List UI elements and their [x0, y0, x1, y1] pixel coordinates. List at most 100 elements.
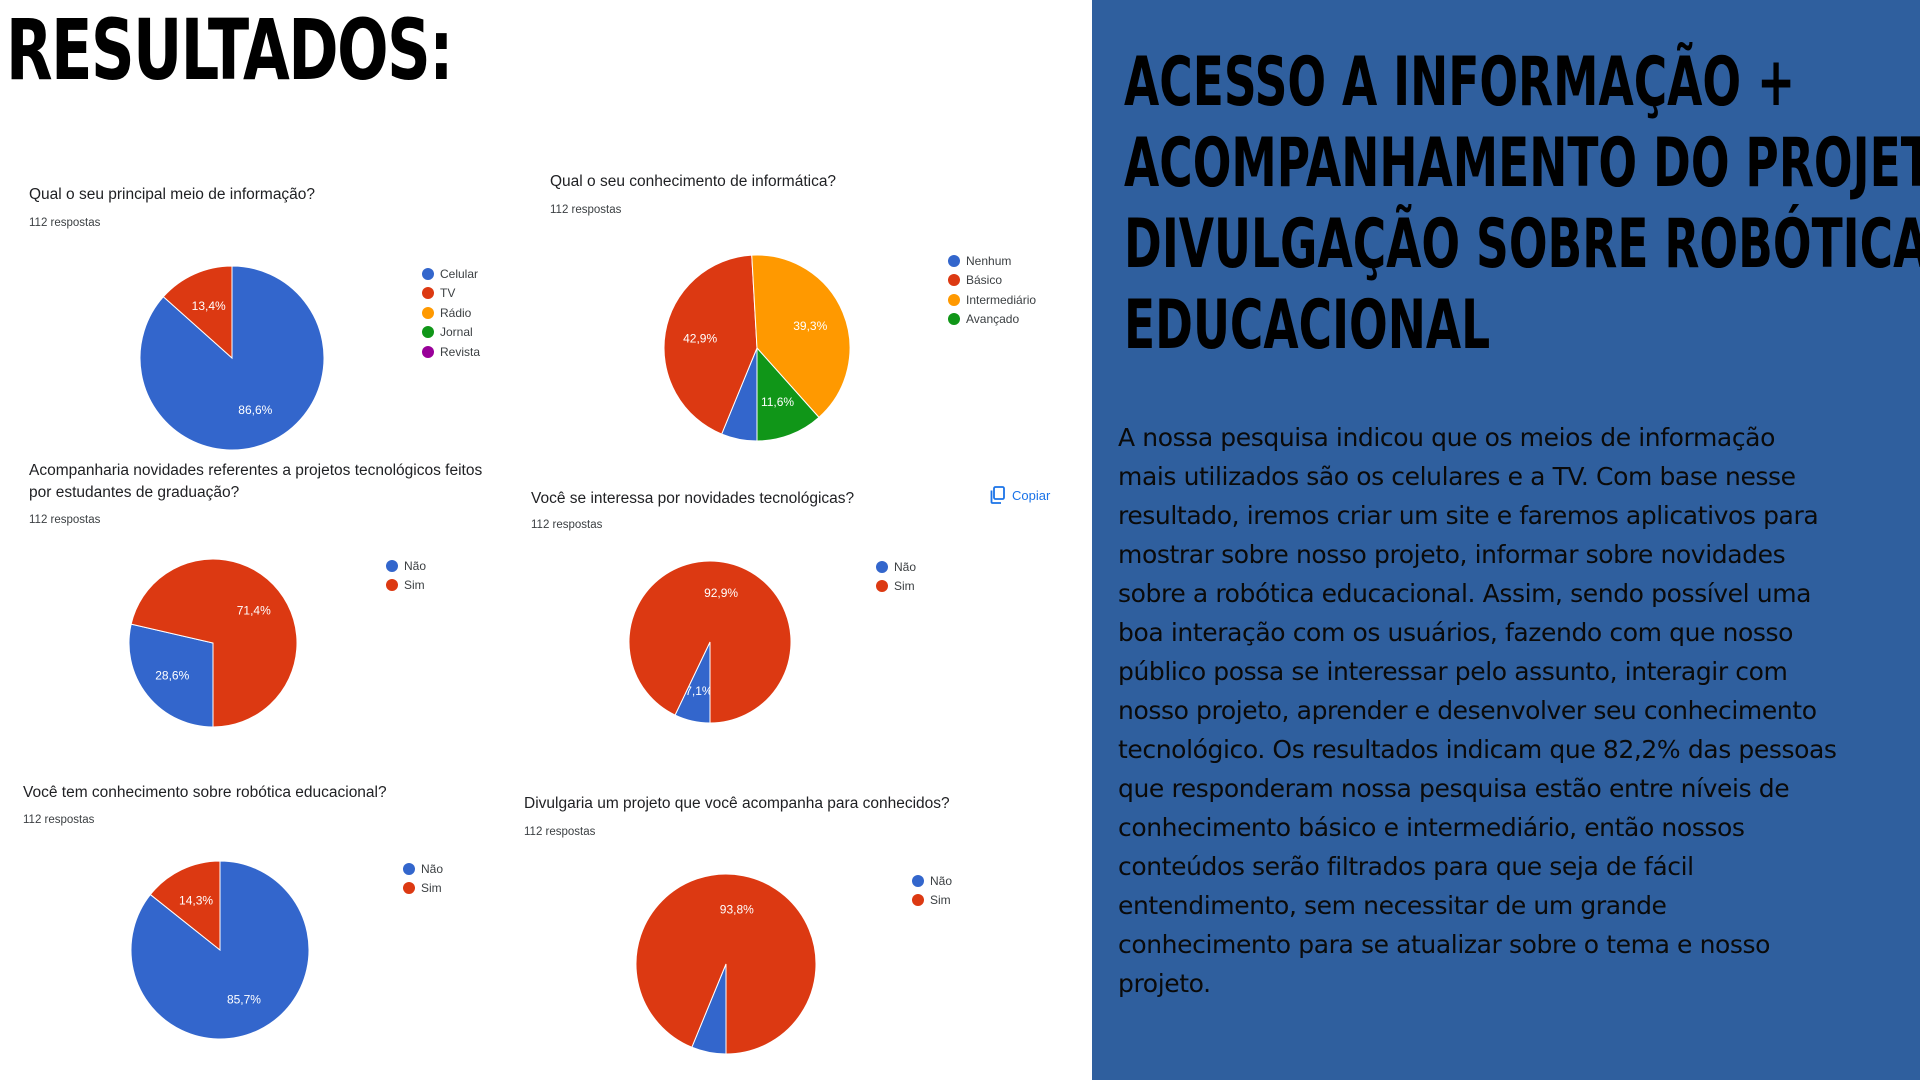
legend-item[interactable]: Sim	[876, 577, 916, 597]
chart-legend: Não Sim	[386, 556, 426, 595]
legend-swatch	[948, 293, 960, 306]
chart-legend: Celular TV Rádio Jornal Revista	[422, 264, 480, 362]
legend-item[interactable]: Sim	[386, 576, 426, 596]
slice-label: 13,4%	[192, 299, 226, 313]
legend-swatch	[912, 894, 924, 907]
pie-chart: 28,6% 71,4%	[128, 558, 298, 728]
info-body-line: boa interação com os usuários, fazendo c…	[1118, 618, 1794, 647]
legend-label: Não	[894, 559, 917, 574]
response-count: 112 respostas	[524, 826, 596, 838]
slice-label: 71,4%	[237, 604, 271, 618]
slice-label: 92,9%	[704, 586, 738, 600]
slice-label: 86,6%	[238, 403, 272, 417]
legend-swatch	[948, 254, 960, 267]
info-body-line: público possa se interessar pelo assunto…	[1118, 657, 1788, 686]
chart-question: Qual o seu principal meio de informação?	[29, 184, 315, 206]
pie-slice[interactable]	[130, 558, 298, 728]
legend-item[interactable]: Sim	[912, 891, 952, 911]
pie-slice[interactable]	[128, 623, 214, 728]
response-count: 112 respostas	[23, 814, 95, 826]
info-panel	[1092, 0, 1920, 1080]
chart-question-line: Você tem conhecimento sobre robótica edu…	[23, 784, 387, 801]
legend-swatch	[422, 345, 434, 358]
chart-legend: Não Sim	[403, 859, 443, 898]
info-body-line: mais utilizados são os celulares e a TV.…	[1118, 462, 1796, 491]
legend-label: Rádio	[440, 305, 472, 320]
legend-swatch	[422, 287, 434, 300]
pie-chart: 7,1% 92,9%	[628, 560, 792, 724]
pie-slice[interactable]	[162, 265, 233, 360]
legend-item[interactable]: Rádio	[422, 303, 480, 323]
info-title-line: DIVULGAÇÃO SOBRE ROBÓTICA	[1124, 205, 1920, 284]
info-body: A nossa pesquisa indicou que os meios de…	[1118, 418, 1878, 1003]
legend-swatch	[386, 559, 398, 572]
legend-item[interactable]: TV	[422, 284, 480, 304]
info-body-line: mostrar sobre nosso projeto, informar so…	[1118, 540, 1786, 569]
slice-label: 85,7%	[227, 993, 261, 1007]
legend-item[interactable]: Avançado	[948, 310, 1036, 330]
legend-swatch	[948, 274, 960, 287]
slice-label: 14,3%	[179, 893, 213, 907]
pie-slice[interactable]	[635, 873, 817, 1055]
pie-slice[interactable]	[751, 254, 851, 419]
legend-swatch	[948, 313, 960, 326]
chart-question: Acompanharia novidades referentes a proj…	[29, 460, 482, 504]
legend-item[interactable]: Nenhum	[948, 251, 1036, 271]
legend-item[interactable]: Não	[403, 859, 443, 879]
legend-swatch	[403, 862, 415, 875]
copy-button[interactable]: Copiar	[990, 486, 1050, 504]
chart-question: Você se interessa por novidades tecnológ…	[531, 488, 854, 510]
info-title-line: ACOMPANHAMENTO DO PROJETO +	[1124, 124, 1920, 203]
pie-slice[interactable]	[628, 560, 792, 724]
legend-label: Intermediário	[966, 292, 1037, 307]
chart-question-line: Qual o seu principal meio de informação?	[29, 186, 316, 203]
legend-swatch	[422, 326, 434, 339]
slice-label: 93,8%	[720, 902, 754, 916]
chart-question: Divulgaria um projeto que você acompanha…	[524, 793, 950, 815]
chart-question-line: Divulgaria um projeto que você acompanha…	[524, 795, 950, 812]
info-body-line: entendimento, sem necessitar de um grand…	[1118, 891, 1667, 920]
legend-label: Nenhum	[966, 253, 1012, 268]
info-body-line: tecnológico. Os resultados indicam que 8…	[1118, 735, 1837, 764]
pie-slice[interactable]	[756, 346, 820, 442]
pie-slice[interactable]	[149, 860, 221, 952]
legend-swatch	[386, 579, 398, 592]
legend-item[interactable]: Básico	[948, 271, 1036, 291]
info-body-line: sobre a robótica educacional. Assim, sen…	[1118, 579, 1812, 608]
info-body-line: nosso projeto, aprender e desenvolver se…	[1118, 696, 1817, 725]
response-count: 112 respostas	[531, 519, 603, 531]
info-title: ACESSO A INFORMAÇÃO + ACOMPANHAMENTO DO …	[1124, 42, 1920, 366]
page-title: RESULTADOS:	[6, 1, 453, 99]
legend-swatch	[403, 882, 415, 895]
legend-label: Sim	[404, 578, 425, 593]
chart-question: Você tem conhecimento sobre robótica edu…	[23, 782, 387, 804]
response-count: 112 respostas	[29, 217, 101, 229]
info-body-line: conteúdos serão filtrados para que seja …	[1118, 852, 1694, 881]
legend-item[interactable]: Jornal	[422, 323, 480, 343]
legend-item[interactable]: Celular	[422, 264, 480, 284]
response-count: 112 respostas	[550, 204, 622, 216]
legend-label: Sim	[894, 579, 915, 594]
legend-swatch	[422, 267, 434, 280]
legend-label: Básico	[966, 273, 1003, 288]
info-title-line: ACESSO A INFORMAÇÃO +	[1124, 43, 1796, 122]
legend-item[interactable]: Intermediário	[948, 290, 1036, 310]
pie-slice[interactable]	[663, 254, 758, 435]
legend-label: Revista	[440, 344, 481, 359]
info-body-line: conhecimento básico e intermediário, ent…	[1118, 813, 1745, 842]
legend-item[interactable]: Não	[876, 557, 916, 577]
legend-item[interactable]: Revista	[422, 342, 480, 362]
legend-item[interactable]: Não	[912, 871, 952, 891]
legend-label: Jornal	[440, 325, 473, 340]
info-body-line: conhecimento para se atualizar sobre o t…	[1118, 930, 1771, 959]
legend-label: Sim	[421, 881, 442, 896]
legend-label: Não	[930, 873, 953, 888]
pie-chart: 85,7% 14,3%	[130, 860, 310, 1040]
legend-swatch	[876, 560, 888, 573]
legend-item[interactable]: Sim	[403, 879, 443, 899]
legend-item[interactable]: Não	[386, 556, 426, 576]
legend-label: Não	[404, 558, 427, 573]
copy-label: Copiar	[1012, 487, 1051, 503]
legend-label: TV	[440, 286, 456, 301]
chart-question: Qual o seu conhecimento de informática?	[550, 171, 836, 193]
